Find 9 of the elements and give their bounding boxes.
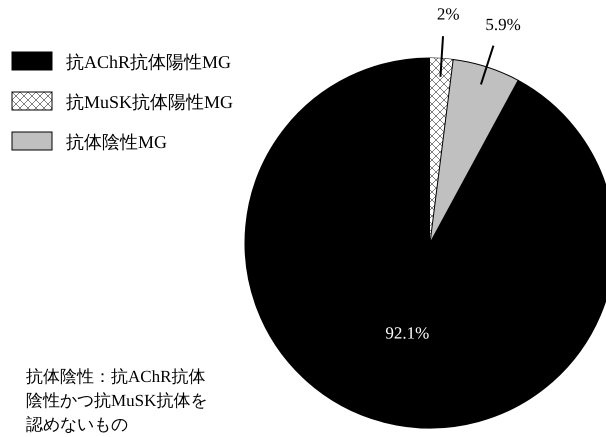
data-label: 92.1% [385,324,430,343]
legend-label: 抗AChR抗体陽性MG [66,52,232,72]
text: 抗体陰性：抗AChR抗体 [26,367,206,386]
text: 陰性かつ抗MuSK抗体を [26,391,208,410]
legend-label: 抗MuSK抗体陽性MG [66,92,234,112]
data-label: 2% [436,4,460,24]
text: 認めないもの [26,415,128,434]
legend-label: 抗体陰性MG [66,132,168,152]
data-label: 5.9% [485,15,521,34]
